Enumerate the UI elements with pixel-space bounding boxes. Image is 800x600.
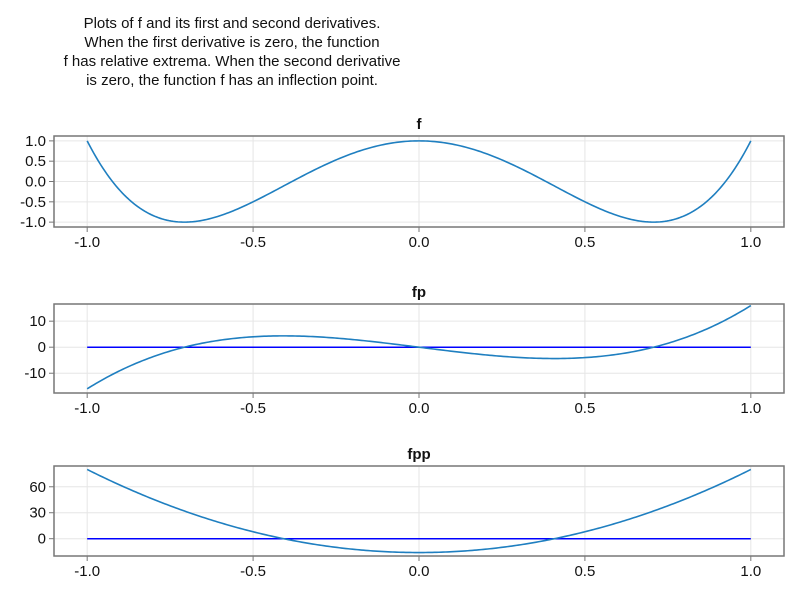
- figure-caption: Plots of f and its first and second deri…: [30, 14, 434, 90]
- x-tick-label: 0.5: [574, 234, 595, 251]
- caption-line: When the first derivative is zero, the f…: [84, 34, 380, 51]
- caption-line: is zero, the function f has an inflectio…: [86, 72, 378, 89]
- panel-title: fpp: [407, 446, 430, 463]
- y-tick-label: 0.0: [25, 174, 46, 191]
- x-tick-label: 0.5: [574, 563, 595, 580]
- y-tick-label: 0: [38, 531, 46, 548]
- x-tick-label: 1.0: [740, 234, 761, 251]
- series-line-fp: [86, 304, 752, 390]
- caption-line: Plots of f and its first and second deri…: [83, 15, 381, 32]
- panel-fpp: -1.0 -0.5 0.0 0.5 1.0 60 30 0 fpp: [29, 446, 785, 580]
- axes-frame: [53, 135, 785, 228]
- x-tick-label: 0.0: [409, 563, 430, 580]
- panel-fp: -1.0 -0.5 0.0 0.5 1.0 10 0 -10 fp: [24, 284, 785, 417]
- x-tick-label: -1.0: [74, 400, 100, 417]
- x-tick-label: -1.0: [74, 234, 100, 251]
- y-tick-label: 0: [38, 339, 46, 356]
- y-tick-label: -10: [24, 365, 46, 382]
- y-tick-label: 30: [29, 505, 46, 522]
- y-tick-label: 10: [29, 313, 46, 330]
- y-tick-label: -0.5: [20, 194, 46, 211]
- y-tick-label: 0.5: [25, 153, 46, 170]
- x-tick-label: 1.0: [740, 400, 761, 417]
- axes-frame: [53, 465, 785, 557]
- y-tick-label: 1.0: [25, 133, 46, 150]
- series-line-f: [86, 140, 752, 223]
- panel-f: -1.0 -0.5 0.0 0.5 1.0 1.0 0.5 0.0 -0.5 -1.0 f: [20, 116, 785, 251]
- x-tick-label: -1.0: [74, 563, 100, 580]
- y-tick-label: -1.0: [20, 214, 46, 231]
- x-tick-label: -0.5: [240, 563, 266, 580]
- panel-title: fp: [412, 284, 426, 301]
- x-tick-label: 0.5: [574, 400, 595, 417]
- series-line-fpp: [86, 468, 752, 554]
- caption-line: f has relative extrema. When the second …: [63, 53, 401, 70]
- x-tick-label: 0.0: [409, 234, 430, 251]
- x-tick-label: 0.0: [409, 400, 430, 417]
- axes-frame: [53, 303, 785, 394]
- x-tick-label: -0.5: [240, 400, 266, 417]
- y-tick-label: 60: [29, 479, 46, 496]
- x-tick-label: -0.5: [240, 234, 266, 251]
- x-tick-label: 1.0: [740, 563, 761, 580]
- panel-title: f: [417, 116, 423, 133]
